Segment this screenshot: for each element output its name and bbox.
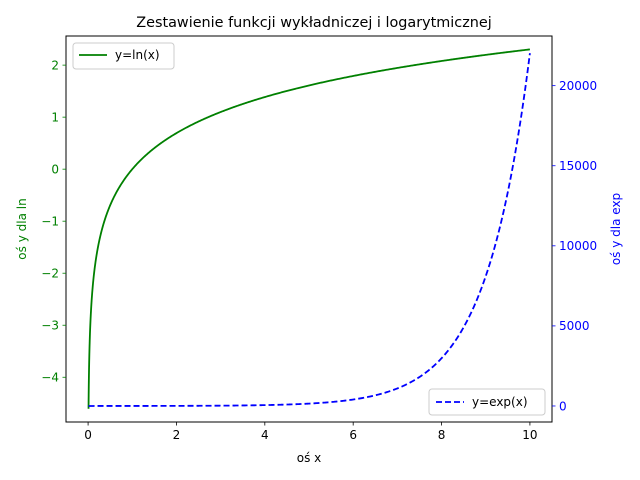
chart-title: Zestawienie funkcji wykładniczej i logar… [136, 15, 492, 31]
y-right-tick-label: 20000 [559, 79, 597, 93]
y-left-tick-label: 1 [51, 110, 59, 124]
y-right-tick-label: 0 [559, 399, 567, 413]
y-right-tick-label: 10000 [559, 239, 597, 253]
legend-ln: y=ln(x) [72, 42, 175, 70]
series-layer [87, 48, 531, 410]
legend-exp-box [428, 388, 546, 416]
x-tick-label: 0 [84, 428, 92, 442]
y-left-tick-label: −3 [41, 319, 59, 333]
series-line-ln [87, 48, 531, 410]
series-line-exp [88, 53, 531, 407]
y-left-tick-label: −2 [41, 267, 59, 281]
y-left-axis-label: oś y dla ln [15, 198, 29, 259]
y-right-axis-label: oś y dla exp [609, 193, 623, 265]
x-tick-label: 8 [438, 428, 446, 442]
x-tick-label: 2 [173, 428, 181, 442]
x-axis-ticks: 0 2 4 6 8 10 [84, 422, 538, 442]
legend-ln-label: y=ln(x) [115, 48, 160, 62]
x-tick-label: 4 [261, 428, 269, 442]
legend-exp: y=exp(x) [428, 388, 546, 416]
y-left-tick-label: −4 [41, 371, 59, 385]
legend-ln-box [72, 42, 175, 70]
x-tick-label: 6 [349, 428, 357, 442]
y-left-tick-label: −1 [41, 214, 59, 228]
y-left-tick-label: 2 [51, 58, 59, 72]
y-right-tick-label: 5000 [559, 319, 590, 333]
plot-frame [65, 35, 553, 423]
legend-exp-label: y=exp(x) [472, 395, 528, 409]
x-axis-label: oś x [297, 451, 322, 465]
y-left-axis-ticks: −4 −3 −2 −1 0 1 2 [41, 58, 66, 385]
y-left-tick-label: 0 [51, 162, 59, 176]
x-tick-label: 10 [522, 428, 537, 442]
y-right-axis-ticks: 0 5000 10000 15000 20000 [552, 79, 597, 413]
y-right-tick-label: 15000 [559, 159, 597, 173]
